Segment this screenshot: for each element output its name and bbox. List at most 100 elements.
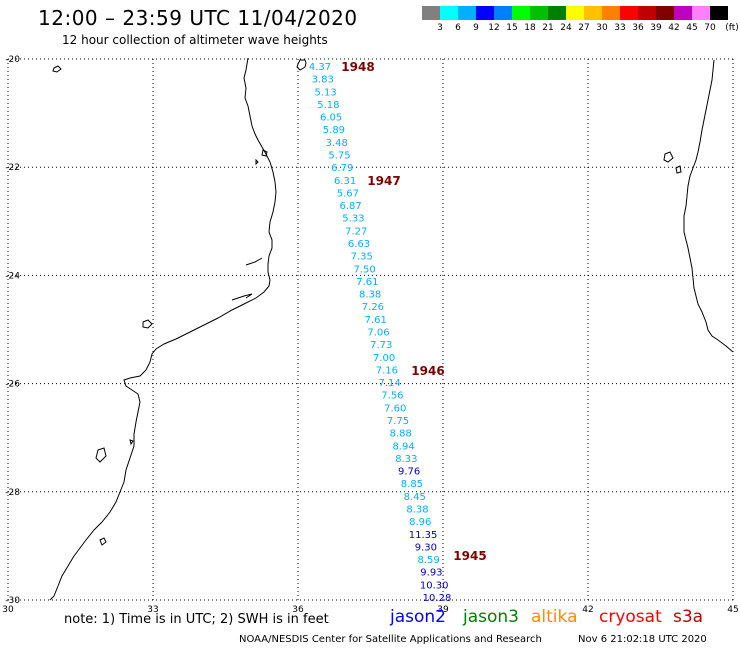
time-label: 1947 bbox=[367, 174, 400, 188]
swh-value: 6.31 bbox=[334, 176, 356, 187]
legend-label: 12 bbox=[488, 23, 500, 33]
satellite-altika: altika bbox=[531, 607, 578, 627]
legend-label: 9 bbox=[473, 23, 479, 33]
time-label: 1948 bbox=[341, 60, 374, 74]
swh-value: 6.79 bbox=[331, 163, 353, 174]
swh-value: 5.75 bbox=[328, 151, 350, 162]
swh-value: 11.35 bbox=[409, 530, 438, 541]
legend-label: 24 bbox=[560, 23, 572, 33]
lon-tick-label: 36 bbox=[292, 605, 304, 615]
coast-madagascar bbox=[683, 59, 734, 353]
swh-value: 9.30 bbox=[415, 542, 437, 553]
swh-value: 7.50 bbox=[353, 264, 375, 275]
swh-value: 7.73 bbox=[370, 340, 392, 351]
legend-swatch bbox=[692, 6, 710, 20]
legend-swatch bbox=[548, 6, 566, 20]
legend-label: 45 bbox=[686, 23, 698, 33]
legend-label: 36 bbox=[632, 23, 644, 33]
lat-tick-label: -22 bbox=[5, 163, 20, 173]
swh-value: 8.38 bbox=[406, 505, 428, 516]
coast-lake-2 bbox=[99, 537, 107, 546]
swh-value: 5.18 bbox=[317, 100, 339, 111]
swh-value: 8.88 bbox=[390, 429, 412, 440]
satellite-jason3: jason3 bbox=[463, 607, 519, 627]
legend-label: 39 bbox=[650, 23, 662, 33]
legend-label: 21 bbox=[542, 23, 554, 33]
legend-swatch bbox=[440, 6, 458, 20]
legend-swatch bbox=[566, 6, 584, 20]
satellite-track: 4.37 3.835.13 5.18 6.055.89 3.48 5.756.79 6.31… bbox=[309, 60, 487, 604]
swh-value: 9.93 bbox=[420, 568, 442, 579]
legend-swatch bbox=[620, 6, 638, 20]
legend-unit: (ft) bbox=[725, 23, 739, 33]
coast-island-5 bbox=[663, 151, 674, 163]
coastline bbox=[49, 57, 734, 601]
coast-mozambique bbox=[296, 59, 307, 71]
legend-swatch bbox=[458, 6, 476, 20]
lon-tick-label: 33 bbox=[147, 605, 158, 615]
lat-tick-label: -28 bbox=[5, 488, 20, 498]
swh-value: 10.28 bbox=[423, 593, 452, 604]
lat-tick-label: -20 bbox=[5, 55, 20, 65]
color-legend: 3 6 9 12 15 18 21 24 27 30 33 36 39 42 45 70 (ft) bbox=[422, 6, 739, 36]
swh-value: 8.96 bbox=[409, 517, 431, 528]
footer-note: note: 1) Time is in UTC; 2) SWH is in fe… bbox=[64, 612, 329, 627]
swh-value: 7.27 bbox=[345, 226, 367, 237]
coast-lake-3 bbox=[129, 439, 134, 446]
legend-swatch bbox=[530, 6, 548, 20]
swh-value: 6.87 bbox=[340, 201, 362, 212]
lat-tick-label: -26 bbox=[5, 380, 20, 390]
plot-title: 12:00 – 23:59 UTC 11/04/2020 bbox=[38, 6, 358, 30]
legend-swatch bbox=[494, 6, 512, 20]
swh-value: 7.35 bbox=[351, 252, 373, 263]
legend-swatch bbox=[512, 6, 530, 20]
coast-island-6 bbox=[675, 165, 682, 174]
swh-value: 5.33 bbox=[342, 214, 364, 225]
swh-value: 4.37 bbox=[309, 62, 331, 73]
swh-value: 8.85 bbox=[401, 479, 423, 490]
satellite-jason2: jason2 bbox=[390, 607, 446, 627]
legend-swatch bbox=[638, 6, 656, 20]
legend-swatch bbox=[584, 6, 602, 20]
legend-label: 42 bbox=[668, 23, 680, 33]
swh-value: 6.63 bbox=[348, 239, 370, 250]
swh-value: 8.94 bbox=[392, 441, 414, 452]
swh-value: 5.89 bbox=[323, 125, 345, 136]
coast-lake-1 bbox=[95, 447, 107, 463]
coast-island-2 bbox=[261, 149, 268, 157]
swh-value: 6.05 bbox=[320, 113, 342, 124]
swh-value: 7.56 bbox=[381, 391, 403, 402]
swh-value: 8.59 bbox=[418, 555, 440, 566]
legend-label: 6 bbox=[455, 23, 461, 33]
lon-tick-label: 30 bbox=[2, 605, 14, 615]
legend-label: 3 bbox=[437, 23, 443, 33]
legend-swatch bbox=[710, 6, 728, 20]
swh-value: 7.75 bbox=[387, 416, 409, 427]
lon-tick-label: 42 bbox=[582, 605, 593, 615]
swh-value: 9.76 bbox=[398, 467, 420, 478]
legend-label: 70 bbox=[704, 23, 716, 33]
swh-value: 8.38 bbox=[359, 290, 381, 301]
swh-value: 8.33 bbox=[395, 454, 417, 465]
swh-value: 7.61 bbox=[356, 277, 378, 288]
legend-swatch bbox=[674, 6, 692, 20]
coast-mainland bbox=[49, 57, 277, 601]
coast-inlet-1 bbox=[231, 293, 253, 301]
lat-tick-label: -24 bbox=[5, 271, 20, 281]
swh-value: 3.83 bbox=[312, 75, 334, 86]
legend-label: 15 bbox=[506, 23, 518, 33]
coast-island-1 bbox=[52, 65, 62, 73]
swh-value: 7.60 bbox=[384, 403, 406, 414]
swh-value: 7.16 bbox=[376, 365, 398, 376]
swh-value: 7.26 bbox=[362, 302, 384, 313]
swh-value: 5.13 bbox=[314, 87, 336, 98]
swh-value: 8.45 bbox=[404, 492, 426, 503]
coast-island-3 bbox=[255, 158, 259, 166]
legend-label: 27 bbox=[578, 23, 590, 33]
axis-ticks: 30 33 36 39 42 45 -20 -22 -24 -26 -28 -30 bbox=[2, 55, 738, 615]
legend-label: 18 bbox=[524, 23, 536, 33]
lon-tick-label: 39 bbox=[437, 605, 449, 615]
credit-line: NOAA/NESDIS Center for Satellite Applica… bbox=[239, 634, 542, 645]
swh-value: 10.30 bbox=[420, 580, 449, 591]
